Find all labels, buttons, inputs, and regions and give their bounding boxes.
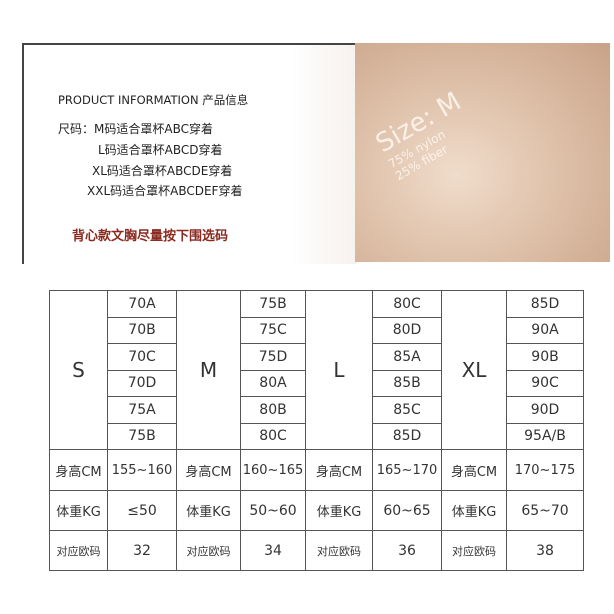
weight-label: 体重KG [441, 490, 507, 531]
eu-value: 38 [506, 530, 584, 571]
cup-size-cell: 90B [506, 343, 584, 371]
size-S: S [49, 290, 108, 450]
height-value: 160~165 [240, 449, 306, 491]
cup-size-cell: 75C [240, 316, 306, 344]
cup-size-cell: 90C [506, 369, 584, 397]
height-label: 身高CM [176, 449, 241, 491]
cup-size-cell: 95A/B [506, 422, 584, 450]
cup-size-cell: 85A [372, 343, 442, 371]
cup-size-cell: 75D [240, 343, 306, 371]
product-info-title: PRODUCT INFORMATION 产品信息 [58, 93, 249, 107]
eu-label: 对应欧码 [49, 530, 108, 571]
cup-size-cell: 85D [506, 290, 584, 318]
height-label: 身高CM [305, 449, 373, 491]
cup-size-cell: 70C [107, 343, 177, 371]
weight-label: 体重KG [49, 490, 108, 531]
eu-value: 36 [372, 530, 442, 571]
cup-size-cell: 80A [240, 369, 306, 397]
size-L: L [305, 290, 373, 450]
cup-size-cell: 85D [372, 422, 442, 450]
fabric-label-photo: Size: M 75% nylon 25% fiber [355, 43, 610, 262]
weight-label: 体重KG [176, 490, 241, 531]
cup-size-cell: 80B [240, 396, 306, 424]
height-value: 165~170 [372, 449, 442, 491]
size-line: XXL码适合罩杯ABCDEF穿着 [87, 184, 243, 198]
size-line: L码适合罩杯ABCD穿着 [98, 143, 223, 157]
weight-value: ≤50 [107, 490, 177, 531]
eu-value: 34 [240, 530, 306, 571]
cup-size-cell: 80C [372, 290, 442, 318]
height-label: 身高CM [49, 449, 108, 491]
weight-value: 50~60 [240, 490, 306, 531]
cup-size-cell: 90A [506, 316, 584, 344]
cup-size-cell: 90D [506, 396, 584, 424]
cup-size-cell: 85B [372, 369, 442, 397]
size-line: XL码适合罩杯ABCDE穿着 [92, 164, 233, 178]
eu-label: 对应欧码 [305, 530, 373, 571]
height-value: 155~160 [107, 449, 177, 491]
eu-label: 对应欧码 [176, 530, 241, 571]
eu-label: 对应欧码 [441, 530, 507, 571]
cup-size-cell: 75B [240, 290, 306, 318]
size-XL: XL [441, 290, 507, 450]
cup-size-cell: 75B [107, 422, 177, 450]
cup-size-cell: 70B [107, 316, 177, 344]
cup-size-cell: 75A [107, 396, 177, 424]
eu-value: 32 [107, 530, 177, 571]
cup-size-cell: 70A [107, 290, 177, 318]
size-M: M [176, 290, 241, 450]
cup-size-cell: 70D [107, 369, 177, 397]
size-line: 尺码：M码适合罩杯ABC穿着 [58, 122, 213, 136]
cup-size-cell: 80C [240, 422, 306, 450]
height-value: 170~175 [506, 449, 584, 491]
size-note: 背心款文胸尽量按下围选码 [72, 229, 229, 244]
weight-label: 体重KG [305, 490, 373, 531]
weight-value: 65~70 [506, 490, 584, 531]
cup-size-cell: 85C [372, 396, 442, 424]
size-chart-table: S 70A M 75B L 80C XL 85D 70B 75C 80D 90A 70C 75D 85A 90… [49, 290, 584, 571]
height-label: 身高CM [441, 449, 507, 491]
weight-value: 60~65 [372, 490, 442, 531]
product-info-panel: PRODUCT INFORMATION 产品信息 尺码：M码适合罩杯ABC穿着 … [22, 43, 357, 264]
cup-size-cell: 80D [372, 316, 442, 344]
